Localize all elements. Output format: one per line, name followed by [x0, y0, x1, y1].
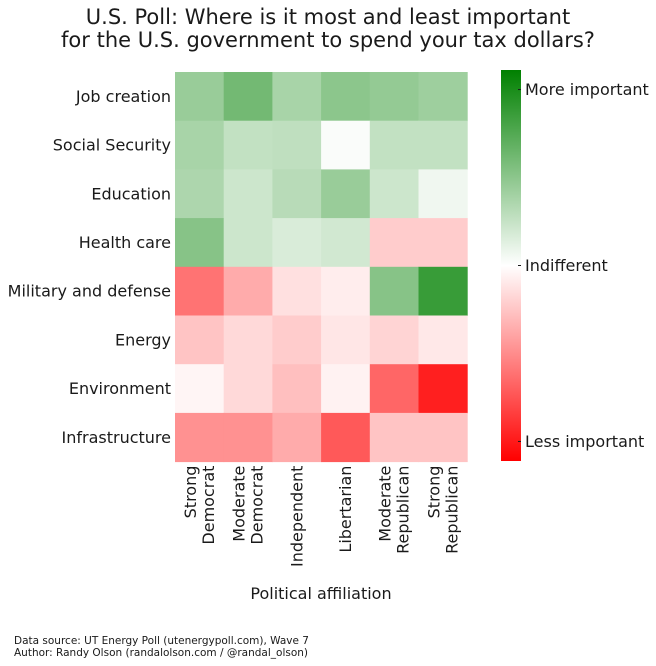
heatmap-cell: [272, 364, 322, 414]
heatmap-cell: [321, 72, 371, 122]
heatmap-cell: [223, 72, 273, 122]
heatmap-cell: [321, 412, 371, 463]
colorbar-label: More important: [525, 80, 649, 99]
x-tick-label-line: Republican: [394, 466, 413, 554]
heatmap-cell: [418, 412, 468, 463]
heatmap-cell: [175, 266, 225, 316]
heatmap-cell: [175, 169, 225, 219]
heatmap-cell: [369, 364, 419, 414]
x-tick-label-line: Libertarian: [336, 466, 355, 553]
heatmap-cell: [418, 315, 468, 365]
colorbar-label: Indifferent: [525, 256, 608, 275]
heatmap-cell: [272, 169, 322, 219]
y-tick-label: Education: [91, 184, 171, 203]
footer-source: Data source: UT Energy Poll (utenergypol…: [14, 635, 309, 647]
x-tick-label: Independent: [287, 466, 306, 567]
x-tick-label-line: Republican: [442, 466, 461, 554]
colorbar-label: Less important: [525, 432, 644, 451]
x-tick-label: Libertarian: [336, 466, 355, 553]
heatmap-cell: [369, 169, 419, 219]
heatmap-cell: [223, 266, 273, 316]
y-tick-label: Job creation: [75, 87, 171, 106]
heatmap-cell: [418, 364, 468, 414]
y-tick-label: Energy: [115, 330, 171, 349]
heatmap-cell: [321, 218, 371, 268]
x-tick-label-line: Democrat: [248, 466, 267, 545]
x-tick-label: Strong Democrat: [181, 466, 218, 545]
heatmap-cell: [223, 315, 273, 365]
heatmap-cell: [369, 315, 419, 365]
x-tick-label-line: Moderate: [230, 466, 249, 542]
heatmap-cell: [418, 72, 468, 122]
heatmap-cell: [321, 169, 371, 219]
x-tick-label-line: Independent: [287, 466, 306, 567]
heatmap-cell: [223, 364, 273, 414]
heatmap-cell: [369, 72, 419, 122]
heatmap-cell: [369, 412, 419, 463]
x-tick-label: Moderate Republican: [376, 466, 413, 554]
heatmap-cell: [272, 315, 322, 365]
heatmap-cells: [175, 72, 468, 463]
heatmap-cell: [418, 120, 468, 170]
x-axis-label: Political affiliation: [250, 584, 392, 603]
colorbar: More important Indifferent Less important: [501, 70, 649, 461]
heatmap-cell: [418, 169, 468, 219]
heatmap-cell: [272, 266, 322, 316]
x-tick-label: Strong Republican: [424, 466, 461, 554]
chart-title-line2: for the U.S. government to spend your ta…: [61, 28, 595, 52]
heatmap-cell: [369, 120, 419, 170]
heatmap-cell: [175, 412, 225, 463]
heatmap-cell: [272, 120, 322, 170]
x-tick-label-line: Democrat: [199, 466, 218, 545]
heatmap-cell: [321, 364, 371, 414]
heatmap-cell: [321, 315, 371, 365]
heatmap-cell: [321, 266, 371, 316]
heatmap-cell: [272, 412, 322, 463]
heatmap-cell: [418, 266, 468, 316]
y-tick-label: Health care: [79, 233, 171, 252]
heatmap-cell: [175, 120, 225, 170]
x-tick-label: Moderate Democrat: [230, 466, 267, 545]
y-tick-label: Infrastructure: [62, 428, 171, 447]
x-tick-label-line: Moderate: [376, 466, 395, 542]
heatmap-cell: [223, 412, 273, 463]
heatmap-cell: [175, 315, 225, 365]
y-tick-label: Military and defense: [8, 282, 171, 301]
heatmap-cell: [272, 218, 322, 268]
heatmap-cell: [418, 218, 468, 268]
x-tick-labels: Strong Democrat Moderate Democrat Independen…: [181, 466, 462, 567]
heatmap-cell: [223, 169, 273, 219]
footer-author: Author: Randy Olson (randalolson.com / @…: [14, 647, 309, 659]
x-tick-label-line: Strong: [181, 466, 200, 519]
x-tick-label-line: Strong: [424, 466, 443, 519]
heatmap-cell: [175, 364, 225, 414]
heatmap-cell: [175, 218, 225, 268]
chart-title-line1: U.S. Poll: Where is it most and least im…: [85, 5, 571, 29]
heatmap-cell: [272, 72, 322, 122]
colorbar-gradient: [501, 70, 521, 461]
heatmap-cell: [223, 120, 273, 170]
y-tick-label: Environment: [69, 379, 171, 398]
heatmap-cell: [175, 72, 225, 122]
y-tick-label: Social Security: [53, 136, 171, 155]
heatmap-cell: [223, 218, 273, 268]
y-tick-labels: Job creation Social Security Education Heal…: [8, 87, 171, 447]
heatmap-cell: [369, 218, 419, 268]
heatmap-cell: [369, 266, 419, 316]
heatmap-cell: [321, 120, 371, 170]
